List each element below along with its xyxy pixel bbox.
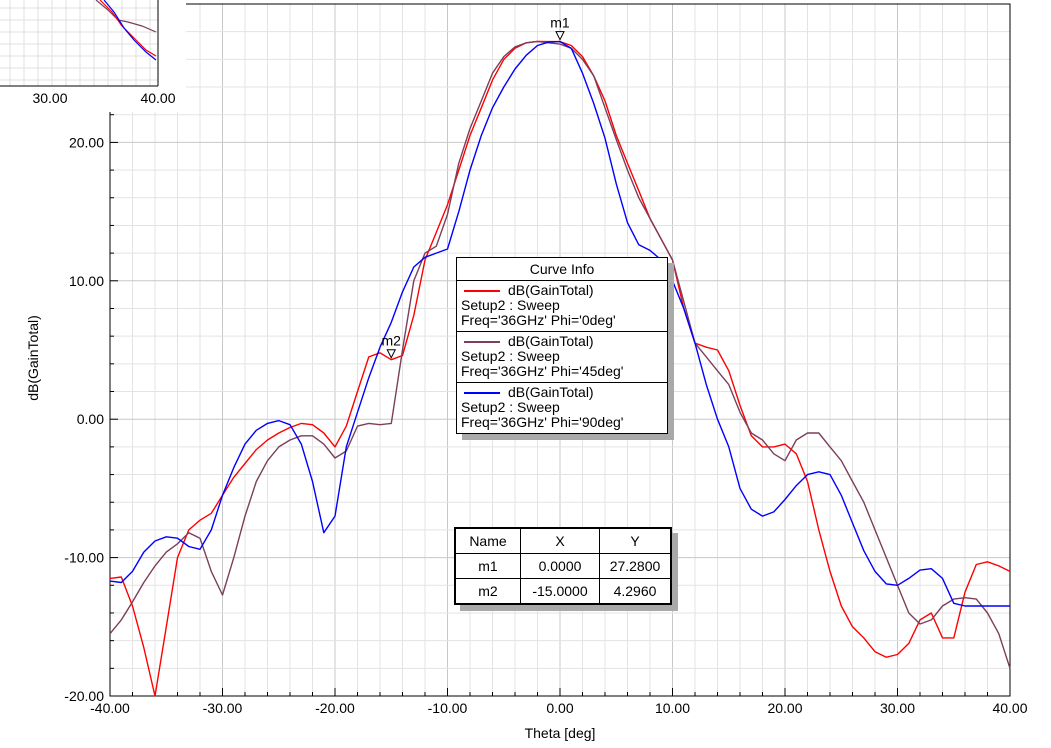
header-y: Y xyxy=(599,528,671,554)
marker-label-m1: m1 xyxy=(550,15,570,31)
tick-labels: -40.00 -30.00 -20.00 -10.00 0.00 10.00 20.00 30… xyxy=(64,134,1027,716)
marker-name-cell: m2 xyxy=(455,578,521,604)
marker-y-cell: 27.2800 xyxy=(599,553,671,579)
x-tick-label: -30.00 xyxy=(203,700,243,716)
series-group xyxy=(109,40,1011,697)
series-line-1 xyxy=(109,40,1011,669)
legend-entry-params: Freq='36GHz' Phi='90deg' xyxy=(461,414,624,430)
inset-series-purple xyxy=(95,0,157,33)
y-tick-label: -10.00 xyxy=(64,550,104,566)
header-x: X xyxy=(520,528,600,554)
legend-entry-phi-45[interactable]: dB(GainTotal) Setup2 : Sweep Freq='36GHz… xyxy=(457,331,667,382)
series-line-2 xyxy=(109,40,1010,607)
legend-entry-setup: Setup2 : Sweep xyxy=(461,399,560,415)
curve-info-title: Curve Info xyxy=(457,258,667,281)
legend-entry-params: Freq='36GHz' Phi='0deg' xyxy=(461,312,616,328)
header-name: Name xyxy=(455,528,521,554)
x-tick-label: 20.00 xyxy=(767,700,802,716)
marker-triangle-m2 xyxy=(386,349,397,359)
legend-swatch-purple xyxy=(464,340,500,343)
legend-entry-name: dB(GainTotal) xyxy=(508,333,594,349)
legend-swatch-blue xyxy=(464,391,500,394)
legend-entry-name: dB(GainTotal) xyxy=(508,384,594,400)
marker-name-cell: m1 xyxy=(455,553,521,579)
curve-info-legend[interactable]: Curve Info dB(GainTotal) Setup2 : Sweep … xyxy=(456,257,668,434)
y-axis-label: dB(GainTotal) xyxy=(25,315,41,401)
legend-entry-setup: Setup2 : Sweep xyxy=(461,297,560,313)
y-tick-label: 10.00 xyxy=(69,273,104,289)
legend-entry-params: Freq='36GHz' Phi='45deg' xyxy=(461,363,624,379)
x-tick-label: 30.00 xyxy=(880,700,915,716)
table-row[interactable]: m2 -15.0000 4.2960 xyxy=(455,578,671,604)
inset-plot: 30.00 40.00 xyxy=(0,0,186,112)
table-row[interactable]: m1 0.0000 27.2800 xyxy=(455,553,671,579)
legend-entry-name: dB(GainTotal) xyxy=(508,282,594,298)
legend-entry-phi-0[interactable]: dB(GainTotal) Setup2 : Sweep Freq='36GHz… xyxy=(457,281,667,331)
marker-y-cell: 4.2960 xyxy=(599,578,671,604)
marker-table-header: Name X Y xyxy=(455,528,671,554)
x-tick-label: -10.00 xyxy=(428,700,468,716)
y-tick-label: 0.00 xyxy=(77,411,104,427)
marker-x-cell: 0.0000 xyxy=(520,553,600,579)
y-tick-label: -20.00 xyxy=(64,688,104,704)
markers-group: m1 m2 xyxy=(382,15,570,359)
x-tick-label: -20.00 xyxy=(315,700,355,716)
marker-triangle-m1 xyxy=(555,31,565,41)
marker-label-m2: m2 xyxy=(382,333,402,349)
inset-x-tick-label: 30.00 xyxy=(32,90,67,106)
y-tick-label: 20.00 xyxy=(69,134,104,150)
legend-swatch-red xyxy=(464,289,500,292)
marker-x-cell: -15.0000 xyxy=(520,578,600,604)
x-tick-label: -40.00 xyxy=(90,700,130,716)
inset-x-tick-label: 40.00 xyxy=(140,90,175,106)
inset-series-blue xyxy=(103,0,157,61)
x-tick-label: 40.00 xyxy=(992,700,1027,716)
marker-table[interactable]: Name X Y m1 0.0000 27.2800 m2 -15.0000 4… xyxy=(454,527,672,605)
legend-entry-phi-90[interactable]: dB(GainTotal) Setup2 : Sweep Freq='36GHz… xyxy=(457,382,667,433)
x-axis-label: Theta [deg] xyxy=(525,725,596,741)
legend-entry-setup: Setup2 : Sweep xyxy=(461,348,560,364)
x-tick-label: 10.00 xyxy=(655,700,690,716)
x-tick-label: 0.00 xyxy=(546,700,573,716)
